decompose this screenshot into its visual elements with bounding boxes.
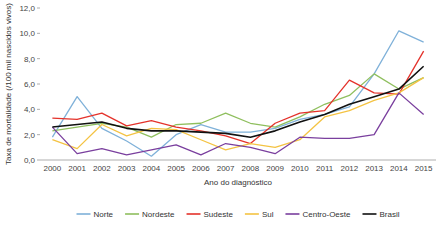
- y-tick-label: 12,0: [19, 4, 35, 13]
- x-tick-label: 2004: [142, 164, 160, 173]
- series-line: [52, 31, 423, 156]
- y-tick-label: 0,0: [24, 156, 36, 165]
- y-axis-title: Taxa de mortalidade (/100 mil nascidos v…: [4, 3, 13, 165]
- y-tick: [37, 160, 40, 161]
- legend-item: Sul: [245, 210, 274, 219]
- x-tick-label: 2000: [43, 164, 61, 173]
- chart: Taxa de mortalidade (/100 mil nascidos v…: [0, 0, 444, 227]
- x-tick-label: 2001: [68, 164, 86, 173]
- series-line: [52, 78, 423, 150]
- legend: Norte Nordeste Sudeste Sul Centro-Oeste Brasi…: [77, 210, 400, 219]
- legend-item: Brasil: [362, 210, 399, 219]
- x-tick-label: 2008: [241, 164, 259, 173]
- x-tick-label: 2010: [291, 164, 309, 173]
- y-tick-label: 6,0: [24, 80, 36, 89]
- x-axis-title: Ano do diagnóstico: [204, 178, 273, 187]
- y-tick-label: 8,0: [24, 55, 36, 64]
- legend-swatch: [362, 213, 376, 215]
- y-tick: [37, 109, 40, 110]
- legend-swatch: [245, 213, 259, 215]
- legend-item: Sudeste: [187, 210, 234, 219]
- y-tick: [37, 134, 40, 135]
- x-tick-label: 2006: [192, 164, 210, 173]
- plot-area: [52, 31, 423, 156]
- x-tick-label: 2013: [365, 164, 383, 173]
- series-line: [52, 66, 423, 137]
- legend-label: Brasil: [379, 210, 399, 219]
- y-tick: [37, 33, 40, 34]
- y-tick: [37, 58, 40, 59]
- legend-label: Nordeste: [142, 210, 175, 219]
- x-tick-label: 2005: [167, 164, 185, 173]
- x-tick-label: 2009: [266, 164, 284, 173]
- x-tick-label: 2007: [217, 164, 235, 173]
- legend-item: Norte: [77, 210, 114, 219]
- y-tick-label: 10,0: [19, 29, 35, 38]
- legend-label: Norte: [94, 210, 114, 219]
- y-tick-label: 4,0: [24, 105, 36, 114]
- series-line: [52, 51, 423, 143]
- legend-item: Centro-Oeste: [285, 210, 351, 219]
- x-axis: [40, 160, 436, 161]
- y-tick-label: 2,0: [24, 131, 36, 140]
- legend-swatch: [77, 213, 91, 215]
- x-tick-label: 2012: [340, 164, 358, 173]
- x-tick-label: 2011: [316, 164, 334, 173]
- legend-label: Sudeste: [204, 210, 234, 219]
- legend-swatch: [285, 213, 299, 215]
- x-tick-label: 2003: [118, 164, 136, 173]
- legend-swatch: [187, 213, 201, 215]
- x-tick-label: 2014: [390, 164, 408, 173]
- legend-label: Centro-Oeste: [302, 210, 351, 219]
- y-tick: [37, 8, 40, 9]
- y-tick: [37, 84, 40, 85]
- x-tick-label: 2015: [415, 164, 433, 173]
- legend-item: Nordeste: [125, 210, 175, 219]
- x-tick-label: 2002: [93, 164, 111, 173]
- legend-swatch: [125, 213, 139, 215]
- legend-label: Sul: [262, 210, 274, 219]
